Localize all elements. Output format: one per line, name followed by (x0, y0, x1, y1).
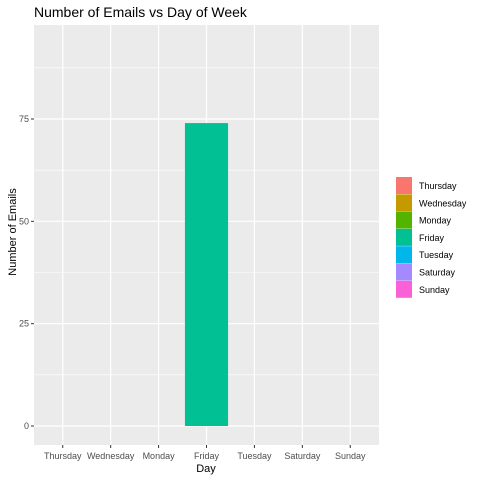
legend-key-friday (396, 229, 412, 246)
legend-key-thursday (396, 177, 412, 194)
x-tick-label: Sunday (335, 451, 366, 461)
y-tick-label: 75 (19, 114, 29, 124)
y-tick-label: 50 (19, 216, 29, 226)
x-tick-label: Tuesday (237, 451, 272, 461)
legend: Thursday Wednesday Monday Friday Tuesday Satu… (396, 177, 467, 298)
x-tick-label: Wednesday (87, 451, 135, 461)
x-axis-ticks: Thursday Wednesday Monday Friday Tuesday Satu… (44, 445, 366, 461)
bar-friday (185, 123, 228, 426)
legend-label-wednesday: Wednesday (419, 198, 467, 208)
legend-key-wednesday (396, 194, 412, 211)
bars (185, 123, 228, 426)
legend-key-tuesday (396, 246, 412, 263)
y-tick-label: 0 (24, 421, 29, 431)
legend-key-sunday (396, 281, 412, 298)
y-axis-title: Number of Emails (7, 188, 19, 276)
chart-title: Number of Emails vs Day of Week (34, 4, 248, 20)
legend-label-tuesday: Tuesday (419, 250, 454, 260)
x-tick-label: Friday (194, 451, 220, 461)
x-tick-label: Monday (143, 451, 176, 461)
legend-label-thursday: Thursday (419, 181, 457, 191)
y-tick-label: 25 (19, 319, 29, 329)
legend-key-saturday (396, 264, 412, 281)
legend-label-saturday: Saturday (419, 268, 456, 278)
x-tick-label: Saturday (284, 451, 321, 461)
x-axis-title: Day (196, 463, 216, 475)
x-tick-label: Thursday (44, 451, 82, 461)
legend-label-monday: Monday (419, 216, 452, 226)
legend-label-sunday: Sunday (419, 285, 450, 295)
y-axis-ticks: 0 25 50 75 (19, 114, 34, 431)
legend-label-friday: Friday (419, 233, 445, 243)
legend-key-monday (396, 212, 412, 229)
